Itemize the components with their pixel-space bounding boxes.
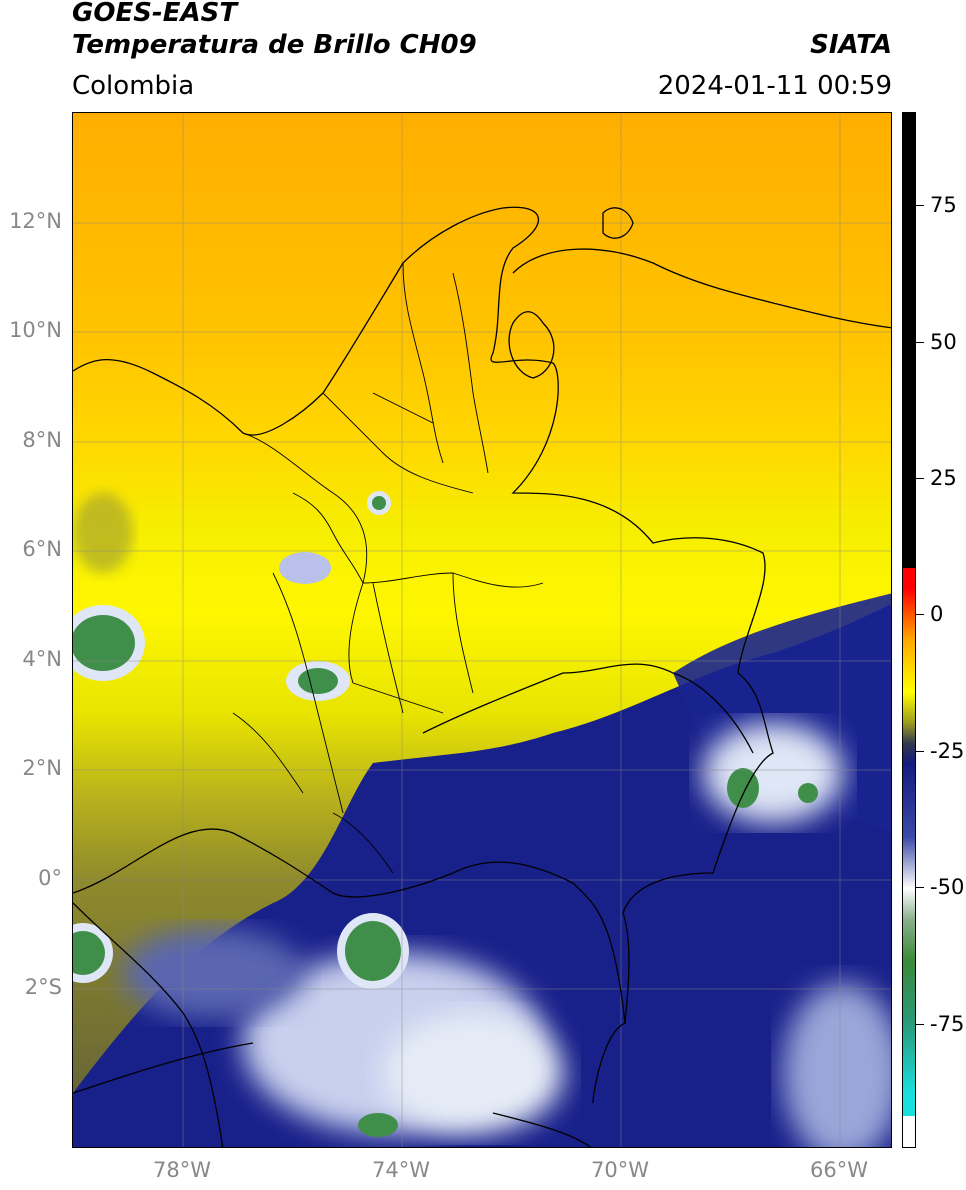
colorbar-label-50: 50 (930, 330, 957, 354)
satellite-map[interactable] (72, 112, 892, 1148)
country-borders (73, 206, 891, 1147)
lat-label-0: 0° (38, 866, 62, 890)
datetime-label: 2024-01-11 00:59 (657, 71, 892, 101)
source-label: SIATA (810, 30, 892, 60)
lon-label-66w: 66°W (810, 1158, 868, 1182)
temperature-colorbar (902, 112, 916, 1148)
colorbar-label-minus50: -50 (930, 875, 965, 899)
lat-label-2n: 2°N (22, 756, 62, 780)
graticule (73, 113, 891, 1147)
colorbar-label-25: 25 (930, 466, 957, 490)
lon-label-70w: 70°W (591, 1158, 649, 1182)
lat-label-12n: 12°N (9, 209, 62, 233)
lat-label-4n: 4°N (22, 647, 62, 671)
lat-label-2s: 2°S (24, 975, 62, 999)
colorbar-label-minus75: -75 (930, 1012, 965, 1036)
colorbar-label-0: 0 (930, 602, 944, 626)
lon-label-78w: 78°W (153, 1158, 211, 1182)
lat-label-6n: 6°N (22, 537, 62, 561)
lat-label-10n: 10°N (9, 318, 62, 342)
title-satellite: GOES-EAST (72, 0, 238, 28)
lon-label-74w: 74°W (372, 1158, 430, 1182)
colorbar-label-75: 75 (930, 193, 957, 217)
lat-label-8n: 8°N (22, 428, 62, 452)
title-product: Temperatura de Brillo CH09 (72, 30, 477, 60)
department-borders (232, 262, 544, 874)
map-canvas (73, 113, 891, 1147)
region-label: Colombia (72, 71, 195, 101)
colorbar-label-minus25: -25 (930, 739, 965, 763)
